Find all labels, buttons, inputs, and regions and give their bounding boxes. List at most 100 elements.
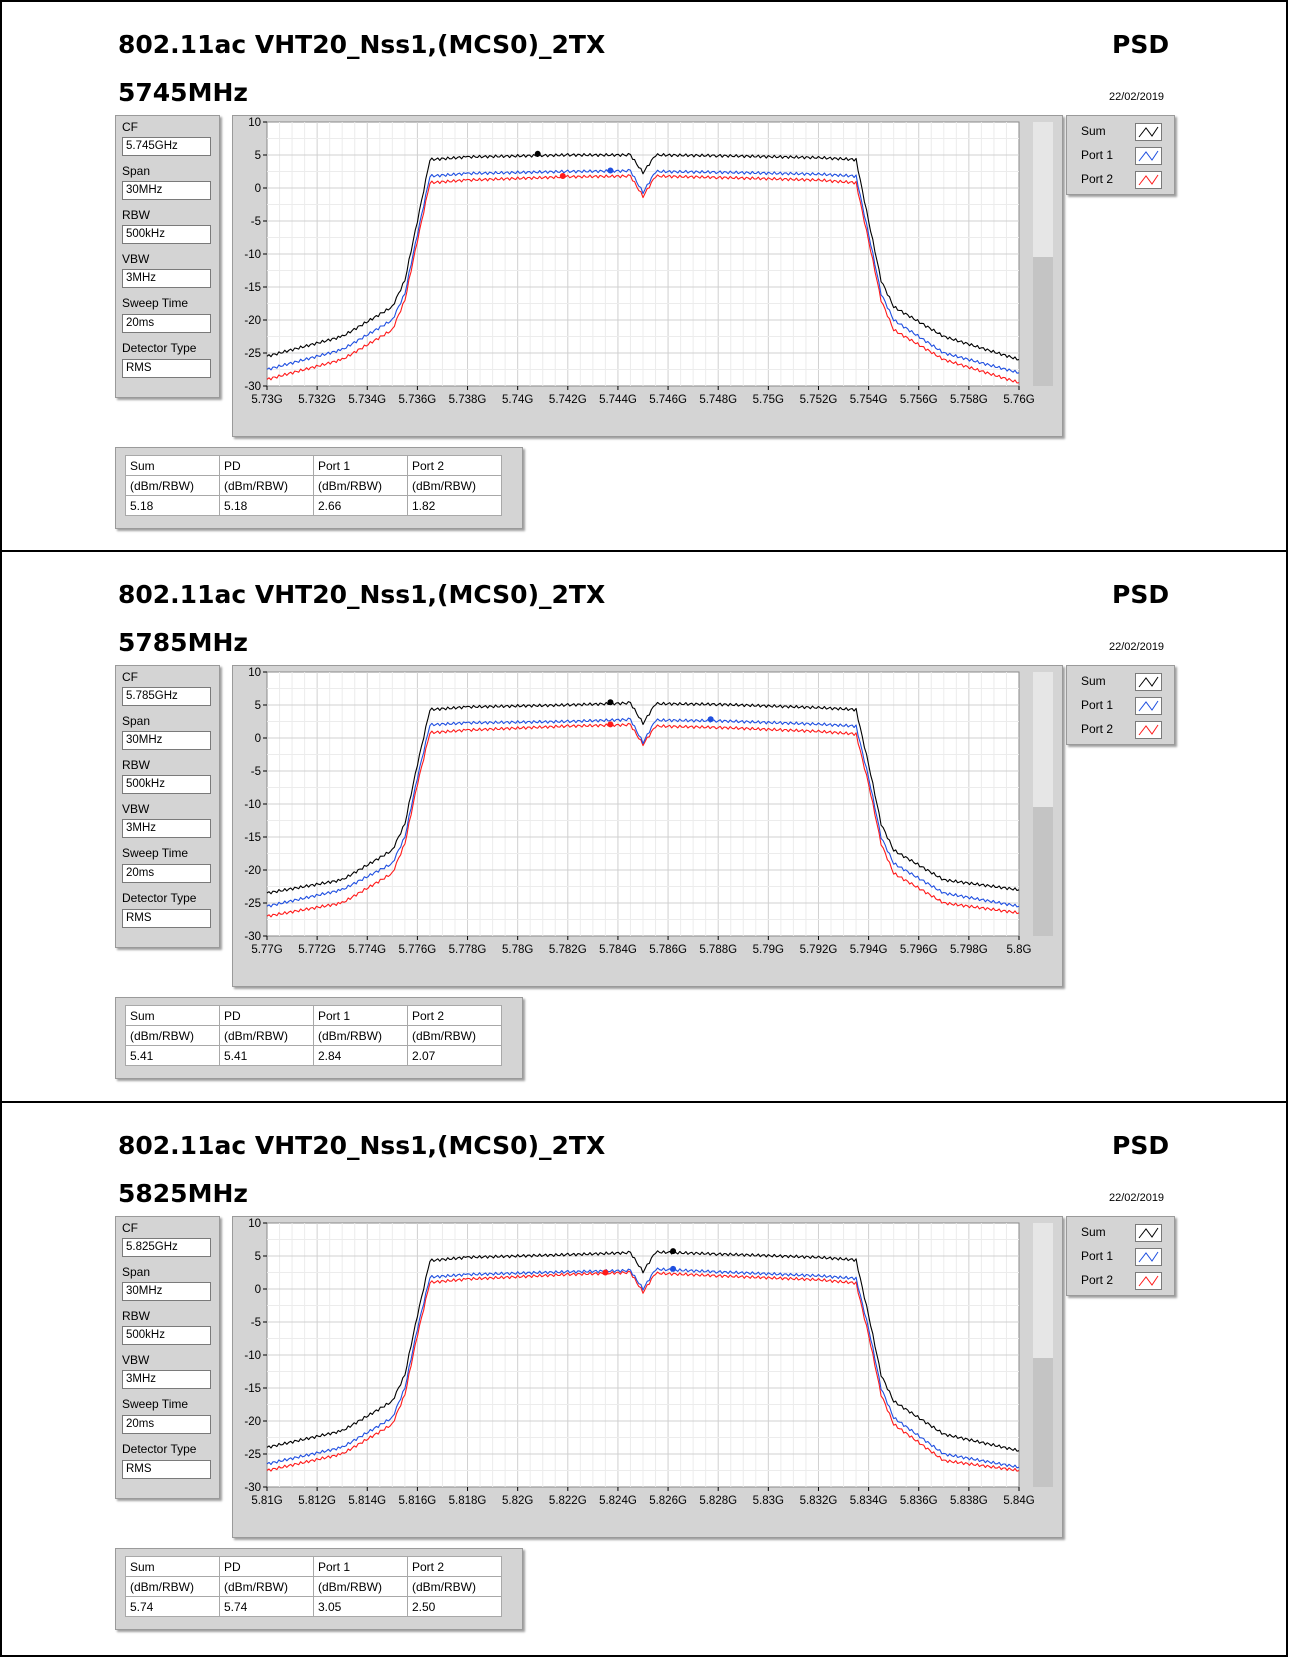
y-tick-label: -15 <box>244 282 261 294</box>
x-tick-label: 5.824G <box>599 1495 637 1507</box>
series-line-port-1 <box>266 717 1020 908</box>
detector-type-field[interactable]: RMS <box>122 359 211 378</box>
legend-swatch-port2[interactable] <box>1135 721 1162 739</box>
y-tick-label: 0 <box>255 183 261 195</box>
peak-marker-port-2 <box>559 172 566 179</box>
value-cell: 5.41 <box>219 1045 314 1066</box>
value-cell: 5.74 <box>219 1596 314 1617</box>
psd-plot[interactable]: 10 5 0 -5 -10 -15 -20 -25 -30 5.77G 5.772G 5.774G 5.… <box>232 665 1063 987</box>
plot-legend: Sum Port 1 Port 2 <box>1066 115 1175 195</box>
x-tick-label: 5.834G <box>850 1495 888 1507</box>
y-tick-label: -20 <box>244 1416 261 1428</box>
table-row: 5.18 5.18 2.66 1.82 <box>125 495 502 516</box>
y-tick-label: 0 <box>255 1284 261 1296</box>
psd-plot[interactable]: 10 5 0 -5 -10 -15 -20 -25 -30 5.73G 5.732G 5.734G 5.… <box>232 115 1063 437</box>
cf-label: CF <box>122 1221 138 1235</box>
legend-swatch-port1[interactable] <box>1135 697 1162 715</box>
legend-swatch-sum[interactable] <box>1135 123 1162 141</box>
x-tick-label: 5.788G <box>699 944 737 956</box>
channel-frequency: 5745MHz <box>118 78 248 107</box>
legend-swatch-port2[interactable] <box>1135 1272 1162 1290</box>
rbw-field[interactable]: 500kHz <box>122 775 211 794</box>
x-tick-label: 5.84G <box>1003 1495 1034 1507</box>
series-line-port-2 <box>266 722 1020 918</box>
y-tick-label: -10 <box>244 799 261 811</box>
measurement-tag: PSD <box>1112 30 1170 59</box>
plot-scrollbar-thumb <box>1033 1358 1053 1487</box>
results-table: Sum PD Port 1 Port 2 (dBm/RBW) (dBm/RBW)… <box>125 455 502 516</box>
y-tick-label: 0 <box>255 733 261 745</box>
rbw-field[interactable]: 500kHz <box>122 1326 211 1345</box>
x-tick-label: 5.746G <box>649 394 687 406</box>
series-line-sum <box>266 701 1020 895</box>
legend-swatch-port1[interactable] <box>1135 1248 1162 1266</box>
x-tick-label: 5.798G <box>950 944 988 956</box>
x-tick-label: 5.832G <box>800 1495 838 1507</box>
header-cell: Port 1 <box>313 1005 408 1026</box>
peak-marker-port-2 <box>602 1269 609 1276</box>
settings-box: CF 5.825GHz Span 30MHz RBW 500kHz VBW 3M… <box>115 1216 220 1499</box>
cf-field[interactable]: 5.745GHz <box>122 137 211 156</box>
x-tick-label: 5.76G <box>1003 394 1034 406</box>
settings-box: CF 5.785GHz Span 30MHz RBW 500kHz VBW 3M… <box>115 665 220 948</box>
header-cell: PD <box>219 1005 314 1026</box>
vbw-field[interactable]: 3MHz <box>122 1370 211 1389</box>
rbw-label: RBW <box>122 1309 150 1323</box>
vbw-label: VBW <box>122 802 150 816</box>
sweep-time-field[interactable]: 20ms <box>122 314 211 333</box>
span-field[interactable]: 30MHz <box>122 731 211 750</box>
rbw-field[interactable]: 500kHz <box>122 225 211 244</box>
header-cell: Port 2 <box>407 1005 502 1026</box>
unit-cell: (dBm/RBW) <box>407 475 502 496</box>
vbw-field[interactable]: 3MHz <box>122 269 211 288</box>
span-field[interactable]: 30MHz <box>122 181 211 200</box>
vbw-label: VBW <box>122 252 150 266</box>
sweep-time-field[interactable]: 20ms <box>122 1415 211 1434</box>
peak-marker-sum <box>607 699 614 706</box>
x-tick-label: 5.826G <box>649 1495 687 1507</box>
value-cell: 2.50 <box>407 1596 502 1617</box>
test-date: 22/02/2019 <box>1109 1192 1165 1204</box>
table-row: Sum PD Port 1 Port 2 <box>125 1556 502 1577</box>
series-line-port-2 <box>266 1270 1020 1472</box>
legend-swatch-port2[interactable] <box>1135 171 1162 189</box>
table-row: 5.74 5.74 3.05 2.50 <box>125 1596 502 1617</box>
y-tick-label: 10 <box>248 117 261 129</box>
psd-plot[interactable]: 10 5 0 -5 -10 -15 -20 -25 -30 5.81G 5.812G 5.814G 5.… <box>232 1216 1063 1538</box>
legend-swatch-sum[interactable] <box>1135 673 1162 691</box>
detector-type-field[interactable]: RMS <box>122 1460 211 1479</box>
x-tick-label: 5.734G <box>348 394 386 406</box>
detector-type-field[interactable]: RMS <box>122 909 211 928</box>
cf-label: CF <box>122 120 138 134</box>
rbw-label: RBW <box>122 758 150 772</box>
x-tick-label: 5.796G <box>900 944 938 956</box>
peak-marker-port-1 <box>670 1265 677 1272</box>
y-tick-label: 10 <box>248 667 261 679</box>
plot-scrollbar-thumb <box>1033 807 1053 936</box>
header-cell: PD <box>219 1556 314 1577</box>
legend-label-port1: Port 1 <box>1081 148 1114 162</box>
legend-swatch-port1[interactable] <box>1135 147 1162 165</box>
header-cell: Port 2 <box>407 455 502 476</box>
cf-field[interactable]: 5.785GHz <box>122 687 211 706</box>
x-tick-label: 5.78G <box>502 944 533 956</box>
y-tick-label: -25 <box>244 348 261 360</box>
legend-swatch-sum[interactable] <box>1135 1224 1162 1242</box>
value-cell: 3.05 <box>313 1596 408 1617</box>
x-tick-label: 5.818G <box>449 1495 487 1507</box>
y-tick-label: 5 <box>255 1251 261 1263</box>
value-cell: 5.41 <box>125 1045 220 1066</box>
x-tick-label: 5.742G <box>549 394 587 406</box>
sweep-time-field[interactable]: 20ms <box>122 864 211 883</box>
vbw-field[interactable]: 3MHz <box>122 819 211 838</box>
channel-frequency: 5785MHz <box>118 628 248 657</box>
span-field[interactable]: 30MHz <box>122 1282 211 1301</box>
unit-cell: (dBm/RBW) <box>407 1025 502 1046</box>
psd-chart-svg: 10 5 0 -5 -10 -15 -20 -25 -305.77G 5.772G 5.774G 5.… <box>244 667 1053 956</box>
cf-field[interactable]: 5.825GHz <box>122 1238 211 1257</box>
x-tick-label: 5.816G <box>399 1495 437 1507</box>
x-tick-label: 5.828G <box>699 1495 737 1507</box>
x-tick-label: 5.784G <box>599 944 637 956</box>
table-row: (dBm/RBW) (dBm/RBW) (dBm/RBW) (dBm/RBW) <box>125 1025 502 1046</box>
x-tick-label: 5.822G <box>549 1495 587 1507</box>
